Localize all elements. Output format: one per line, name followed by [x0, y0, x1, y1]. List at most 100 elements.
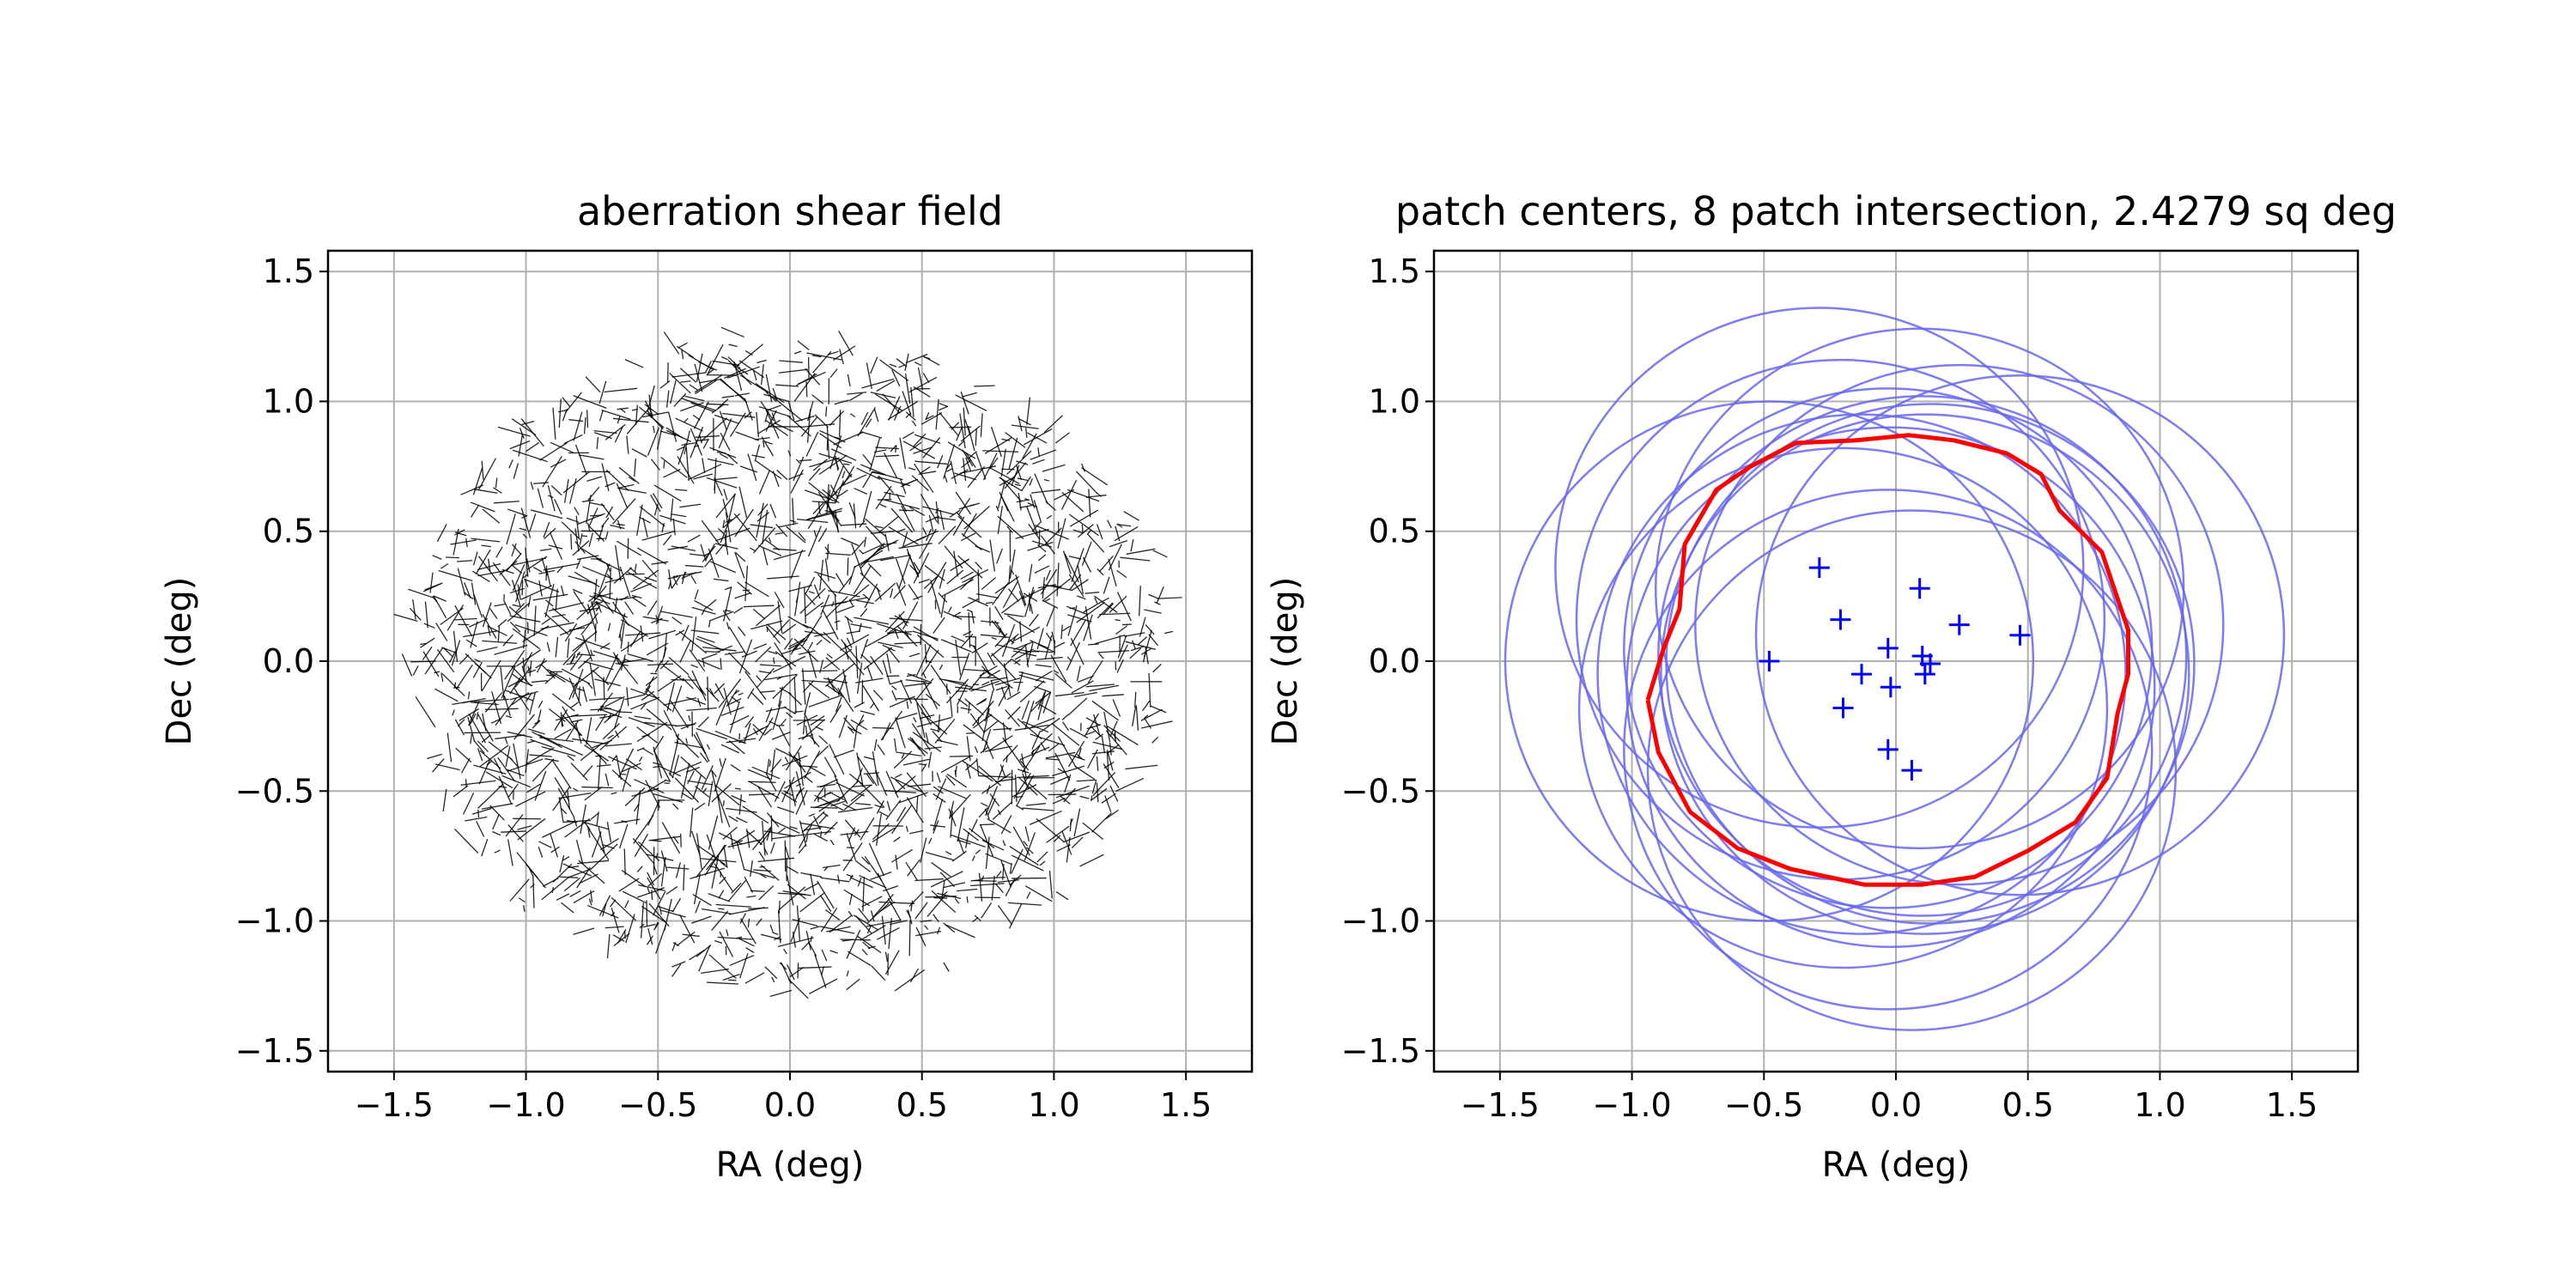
- shear-whisker: [880, 554, 911, 562]
- shear-whisker: [554, 728, 572, 739]
- shear-whisker: [551, 613, 566, 618]
- shear-whisker: [631, 594, 642, 599]
- shear-whisker: [826, 653, 833, 659]
- shear-whisker: [906, 772, 927, 798]
- shear-whisker: [721, 355, 728, 361]
- shear-whisker: [492, 814, 500, 830]
- shear-whisker: [936, 772, 941, 783]
- shear-whisker: [883, 452, 898, 478]
- shear-whisker: [698, 685, 707, 696]
- shear-whisker: [698, 361, 718, 371]
- shear-whisker: [617, 929, 627, 944]
- shear-whisker: [715, 700, 727, 726]
- shear-whisker: [963, 828, 979, 841]
- shear-whisker: [1057, 736, 1077, 768]
- shear-whisker: [872, 751, 879, 786]
- shear-whisker: [764, 538, 780, 551]
- shear-whisker: [956, 683, 968, 706]
- shear-whisker: [648, 394, 653, 417]
- shear-whisker: [759, 690, 775, 693]
- shear-whisker: [896, 582, 907, 606]
- shear-whisker: [1081, 524, 1084, 533]
- shear-whisker: [778, 725, 791, 747]
- shear-whisker: [913, 552, 930, 584]
- patch-center-marker: [1880, 677, 1901, 698]
- shear-whisker: [997, 810, 1001, 816]
- shear-whisker: [760, 401, 775, 422]
- shear-whisker: [817, 527, 828, 543]
- shear-whisker: [687, 780, 713, 786]
- shear-whisker: [482, 640, 518, 644]
- shear-whisker: [912, 732, 942, 753]
- shear-whisker: [954, 472, 977, 481]
- shear-whisker: [481, 734, 491, 743]
- shear-whisker: [936, 892, 962, 899]
- shear-whisker: [879, 359, 909, 381]
- shear-whisker: [728, 698, 742, 706]
- shear-whisker: [933, 914, 939, 923]
- shear-whisker: [825, 406, 828, 417]
- shear-whisker: [590, 514, 602, 517]
- shear-whisker: [614, 426, 623, 443]
- shear-whisker: [875, 393, 902, 411]
- shear-whisker: [724, 586, 732, 591]
- shear-whisker: [872, 690, 884, 701]
- shear-whisker: [824, 558, 829, 582]
- shear-whisker: [756, 512, 769, 522]
- shear-whisker: [963, 724, 988, 744]
- shear-whisker: [846, 978, 860, 991]
- shear-whisker: [688, 714, 691, 722]
- shear-whisker: [875, 813, 882, 846]
- shear-whisker: [653, 503, 659, 516]
- patch-center-marker: [1948, 614, 1970, 635]
- shear-whisker: [1040, 742, 1047, 751]
- shear-whisker: [922, 355, 940, 366]
- shear-whisker: [574, 528, 580, 552]
- shear-whisker: [575, 651, 580, 659]
- shear-whisker: [655, 853, 659, 859]
- shear-whisker: [487, 625, 491, 636]
- shear-whisker: [918, 762, 927, 766]
- shear-whisker: [648, 629, 677, 640]
- shear-whisker: [831, 793, 845, 801]
- shear-whisker: [817, 574, 837, 597]
- shear-whisker: [566, 819, 578, 823]
- shear-whisker: [557, 787, 575, 818]
- shear-whisker: [918, 471, 937, 476]
- shear-whisker: [739, 918, 756, 945]
- shear-whisker: [484, 708, 519, 711]
- shear-whisker: [701, 519, 721, 546]
- shear-whisker: [546, 641, 550, 653]
- shear-whisker: [823, 631, 845, 653]
- shear-whisker: [864, 756, 875, 761]
- shear-whisker: [969, 883, 1005, 887]
- shear-whisker: [508, 459, 513, 469]
- shear-whisker: [1066, 656, 1072, 662]
- shear-whisker: [1088, 643, 1099, 646]
- shear-whisker: [948, 606, 952, 613]
- shear-whisker: [532, 731, 562, 749]
- shear-whisker: [896, 806, 907, 822]
- shear-whisker: [802, 623, 811, 629]
- shear-whisker: [807, 500, 828, 530]
- shear-whisker: [943, 444, 956, 479]
- shear-whisker: [1018, 417, 1032, 426]
- shear-whisker: [747, 688, 755, 700]
- shear-whisker: [614, 597, 618, 612]
- shear-whisker: [587, 595, 596, 603]
- shear-whisker: [541, 618, 550, 625]
- shear-whisker: [562, 471, 591, 494]
- shear-whisker: [777, 910, 781, 944]
- shear-whisker: [572, 588, 583, 594]
- shear-whisker: [825, 596, 848, 618]
- shear-whisker: [1014, 483, 1021, 487]
- shear-whisker: [481, 803, 513, 810]
- shear-whisker: [645, 688, 672, 712]
- shear-whisker: [861, 896, 883, 908]
- shear-whisker: [885, 799, 902, 821]
- shear-whisker: [829, 435, 842, 470]
- shear-whisker: [860, 608, 868, 617]
- shear-whisker: [856, 599, 874, 605]
- shear-whisker: [886, 800, 891, 811]
- shear-whisker: [775, 523, 788, 538]
